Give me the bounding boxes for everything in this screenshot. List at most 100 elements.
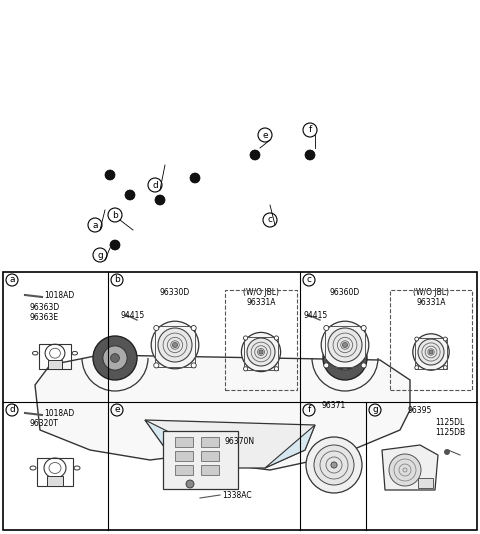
Circle shape — [247, 338, 275, 366]
Circle shape — [305, 150, 315, 160]
Circle shape — [274, 367, 278, 371]
Circle shape — [328, 328, 362, 362]
Text: f: f — [307, 405, 311, 414]
Bar — [201, 437, 219, 447]
Circle shape — [341, 354, 349, 363]
Circle shape — [323, 336, 367, 380]
Circle shape — [389, 454, 421, 486]
Circle shape — [361, 325, 366, 331]
Circle shape — [444, 366, 447, 370]
Text: b: b — [114, 276, 120, 285]
Circle shape — [342, 342, 348, 348]
Bar — [155, 326, 195, 367]
Bar — [175, 465, 193, 475]
Circle shape — [158, 328, 192, 362]
Circle shape — [172, 342, 178, 348]
Bar — [390, 290, 472, 390]
Text: 96395: 96395 — [408, 406, 432, 415]
Circle shape — [191, 363, 196, 368]
Circle shape — [154, 325, 159, 331]
Circle shape — [314, 445, 354, 485]
Bar — [201, 465, 219, 475]
Text: 96370N: 96370N — [225, 437, 255, 446]
Circle shape — [155, 195, 165, 205]
Text: e: e — [262, 130, 268, 139]
Circle shape — [241, 332, 281, 372]
Polygon shape — [382, 445, 438, 490]
Ellipse shape — [30, 466, 36, 470]
Text: 96331A: 96331A — [416, 298, 446, 307]
Circle shape — [103, 346, 127, 370]
Circle shape — [243, 336, 248, 340]
Circle shape — [415, 337, 419, 341]
Circle shape — [110, 354, 120, 363]
Text: 96363E: 96363E — [30, 312, 59, 321]
Text: d: d — [152, 180, 158, 190]
Text: 94415: 94415 — [121, 311, 145, 320]
Circle shape — [415, 366, 419, 370]
Circle shape — [154, 363, 159, 368]
PathPatch shape — [265, 425, 315, 468]
Text: 96371: 96371 — [322, 401, 346, 410]
Bar — [175, 437, 193, 447]
Bar — [418, 478, 433, 488]
Circle shape — [125, 190, 135, 200]
Circle shape — [361, 363, 366, 368]
Circle shape — [429, 350, 433, 354]
Circle shape — [324, 363, 329, 368]
Circle shape — [190, 173, 200, 183]
Text: c: c — [267, 216, 273, 224]
Circle shape — [306, 437, 362, 493]
Circle shape — [93, 336, 137, 380]
Text: 1018AD: 1018AD — [44, 290, 74, 300]
Bar — [324, 326, 365, 367]
Ellipse shape — [74, 466, 80, 470]
Circle shape — [444, 449, 450, 455]
Circle shape — [186, 480, 194, 488]
Circle shape — [444, 337, 447, 341]
Ellipse shape — [33, 351, 38, 355]
Circle shape — [105, 170, 115, 180]
Bar — [415, 337, 446, 369]
Circle shape — [321, 321, 369, 369]
Text: 1338AC: 1338AC — [222, 491, 252, 500]
Text: 1125DB: 1125DB — [435, 428, 465, 437]
Bar — [3, 272, 477, 530]
Ellipse shape — [72, 351, 77, 355]
Text: g: g — [372, 405, 378, 414]
Text: 1125DL: 1125DL — [435, 418, 465, 427]
Text: c: c — [307, 276, 312, 285]
Circle shape — [110, 240, 120, 250]
Circle shape — [274, 336, 278, 340]
PathPatch shape — [145, 420, 315, 468]
Circle shape — [331, 462, 337, 468]
Text: 1018AD: 1018AD — [44, 409, 74, 418]
Text: d: d — [9, 405, 15, 414]
Bar — [244, 336, 278, 370]
Bar — [47, 476, 63, 486]
Text: 96363D: 96363D — [30, 302, 60, 311]
Text: 94415: 94415 — [304, 311, 328, 320]
Text: a: a — [9, 276, 15, 285]
Circle shape — [418, 339, 444, 365]
Bar — [225, 290, 297, 390]
Text: a: a — [92, 221, 98, 230]
PathPatch shape — [35, 355, 410, 470]
Text: e: e — [114, 405, 120, 414]
Circle shape — [250, 150, 260, 160]
Circle shape — [151, 321, 199, 369]
Circle shape — [243, 367, 248, 371]
Text: 96330D: 96330D — [160, 288, 190, 297]
Text: b: b — [112, 210, 118, 219]
Bar — [201, 451, 219, 461]
Bar — [48, 360, 62, 370]
Text: g: g — [97, 250, 103, 260]
Text: 96360D: 96360D — [330, 288, 360, 297]
PathPatch shape — [145, 420, 235, 468]
Circle shape — [324, 325, 329, 331]
Circle shape — [259, 350, 263, 354]
Text: 96331A: 96331A — [246, 298, 276, 307]
Text: (W/O JBL): (W/O JBL) — [243, 288, 279, 297]
Text: (W/O JBL): (W/O JBL) — [413, 288, 449, 297]
Circle shape — [191, 325, 196, 331]
